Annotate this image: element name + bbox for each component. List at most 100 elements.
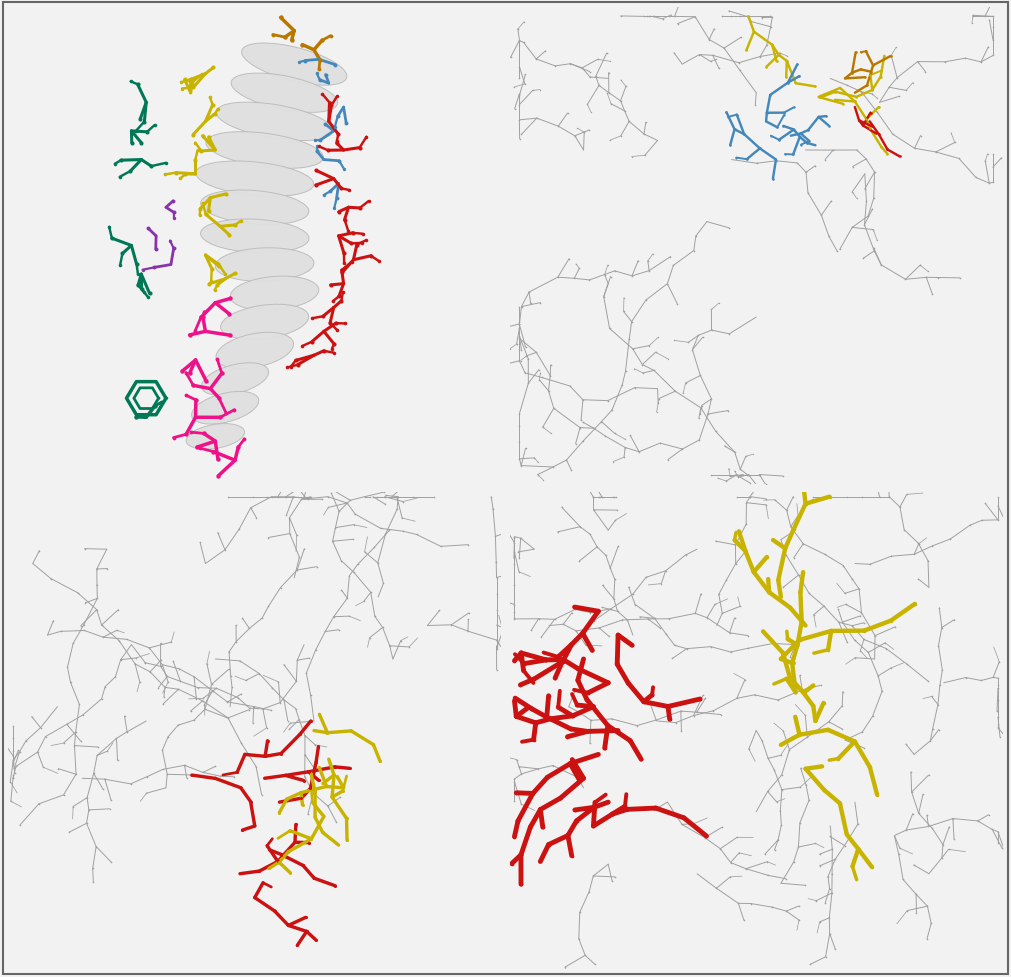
Point bbox=[646, 802, 662, 818]
Point bbox=[791, 839, 807, 855]
Point bbox=[206, 106, 222, 122]
Point bbox=[793, 126, 809, 142]
Point bbox=[704, 302, 720, 318]
Point bbox=[366, 540, 382, 556]
Point bbox=[533, 365, 549, 381]
Point bbox=[512, 321, 528, 337]
Point bbox=[531, 612, 547, 627]
Point bbox=[315, 309, 332, 324]
Point bbox=[919, 899, 935, 914]
Point bbox=[77, 595, 93, 611]
Point bbox=[759, 868, 775, 883]
Point bbox=[226, 769, 243, 785]
Point bbox=[195, 311, 211, 326]
Point bbox=[228, 634, 245, 650]
Point bbox=[11, 743, 27, 759]
Point bbox=[342, 569, 358, 584]
Point bbox=[308, 66, 325, 82]
Point bbox=[259, 838, 275, 854]
Point bbox=[300, 806, 316, 822]
Point bbox=[326, 767, 342, 783]
Point bbox=[827, 852, 843, 868]
Point bbox=[934, 850, 950, 866]
Point bbox=[594, 577, 611, 593]
Point bbox=[295, 489, 311, 505]
Point bbox=[488, 555, 504, 571]
Point bbox=[660, 352, 676, 367]
Point bbox=[631, 445, 647, 460]
Point bbox=[89, 562, 105, 577]
Point bbox=[512, 98, 528, 113]
Point bbox=[361, 194, 377, 210]
Ellipse shape bbox=[220, 305, 308, 340]
Point bbox=[910, 535, 926, 551]
Point bbox=[812, 858, 828, 873]
Point bbox=[562, 57, 578, 72]
Point bbox=[786, 550, 802, 566]
Point bbox=[892, 499, 908, 515]
Point bbox=[200, 130, 216, 146]
Point bbox=[604, 403, 620, 418]
Point bbox=[221, 328, 238, 344]
Point bbox=[672, 703, 688, 719]
Point bbox=[824, 867, 840, 882]
Point bbox=[736, 913, 752, 928]
Point bbox=[122, 74, 139, 90]
Point bbox=[791, 913, 807, 928]
Point bbox=[874, 258, 890, 274]
Point bbox=[795, 536, 811, 552]
Point bbox=[326, 610, 342, 625]
Point bbox=[184, 75, 200, 91]
Point bbox=[992, 729, 1008, 744]
Point bbox=[627, 597, 643, 613]
Point bbox=[131, 674, 148, 690]
Point bbox=[615, 613, 631, 628]
Point bbox=[300, 835, 316, 851]
Point bbox=[528, 715, 544, 731]
Point bbox=[137, 656, 154, 671]
Point bbox=[728, 556, 744, 572]
Point bbox=[837, 597, 853, 613]
Point bbox=[389, 502, 405, 518]
Point bbox=[855, 616, 871, 631]
Point bbox=[847, 95, 863, 110]
Point bbox=[264, 489, 280, 505]
Point bbox=[153, 658, 169, 674]
Point bbox=[329, 191, 345, 207]
Point bbox=[864, 119, 881, 135]
Point bbox=[723, 10, 739, 25]
Point bbox=[339, 811, 355, 827]
Point bbox=[276, 658, 292, 673]
Point bbox=[711, 62, 727, 77]
Point bbox=[878, 635, 894, 651]
Point bbox=[766, 762, 783, 778]
Point bbox=[518, 67, 534, 83]
Point bbox=[599, 46, 615, 62]
Point bbox=[241, 702, 257, 718]
Point bbox=[509, 709, 525, 725]
Point bbox=[73, 734, 89, 749]
Point bbox=[227, 266, 244, 281]
Point bbox=[308, 559, 325, 574]
Point bbox=[812, 914, 828, 930]
Point bbox=[818, 109, 834, 125]
Point bbox=[485, 501, 501, 517]
Point bbox=[319, 725, 336, 741]
Point bbox=[777, 547, 794, 563]
Point bbox=[349, 237, 365, 253]
Point bbox=[729, 489, 745, 505]
Point bbox=[153, 636, 169, 652]
Point bbox=[870, 668, 887, 684]
Point bbox=[7, 766, 23, 782]
Point bbox=[727, 445, 743, 460]
Point bbox=[564, 752, 580, 768]
Point bbox=[189, 144, 205, 159]
Point bbox=[928, 145, 944, 160]
Point bbox=[369, 489, 385, 505]
Point bbox=[579, 98, 595, 113]
Point bbox=[899, 488, 915, 503]
Point bbox=[530, 455, 546, 471]
Point bbox=[352, 141, 368, 156]
Point bbox=[552, 790, 568, 806]
Point bbox=[53, 624, 69, 640]
